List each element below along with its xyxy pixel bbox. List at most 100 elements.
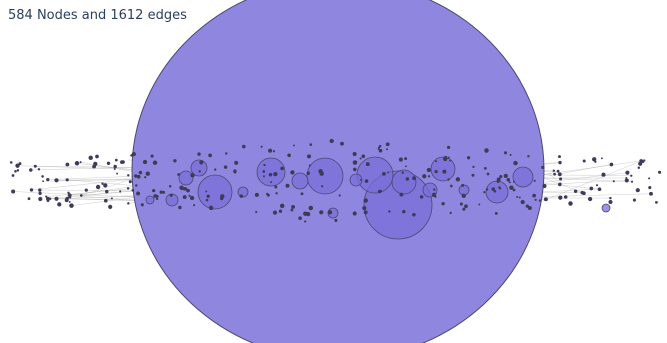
graph-node [630, 174, 633, 177]
graph-node [558, 155, 561, 159]
graph-node [74, 161, 80, 166]
graph-node [402, 209, 406, 214]
graph-node [152, 188, 156, 193]
graph-node [69, 203, 74, 208]
graph-node [382, 172, 386, 176]
graph-node [533, 179, 536, 182]
graph-node [462, 207, 466, 211]
graph-node [364, 179, 369, 183]
graph-node [449, 184, 453, 188]
graph-node [272, 150, 276, 153]
graph-node [285, 183, 290, 188]
graph-node [361, 154, 366, 159]
graph-node [600, 157, 603, 160]
graph-node [635, 188, 640, 193]
graph-node [42, 180, 44, 183]
graph-node [155, 194, 159, 198]
graph-node [150, 154, 154, 158]
graph-node [101, 182, 104, 185]
graph-node [270, 181, 273, 184]
graph-node [290, 170, 295, 175]
graph-node [449, 159, 452, 162]
graph-node [280, 166, 284, 171]
graph-node [557, 172, 562, 177]
graph-node [233, 169, 237, 173]
graph-node [527, 205, 532, 211]
graph-node [352, 151, 357, 157]
graph-node [625, 170, 630, 175]
graph-node [103, 183, 108, 188]
graph-node [262, 175, 266, 178]
graph-node [136, 174, 141, 179]
graph-node [377, 148, 380, 150]
graph-node [388, 210, 391, 213]
graph-node [38, 191, 42, 196]
graph-node [543, 197, 548, 202]
graph-node [173, 159, 177, 163]
graph-node [27, 197, 31, 201]
cluster-circle [349, 173, 363, 187]
graph-node [422, 174, 427, 179]
graph-node [486, 172, 490, 176]
cluster-circle [306, 157, 344, 195]
graph-node [641, 160, 645, 163]
graph-node [105, 189, 109, 194]
graph-node [142, 159, 148, 165]
graph-node [435, 160, 438, 163]
graph-node [199, 160, 204, 165]
graph-node [106, 161, 111, 166]
graph-node [359, 157, 362, 160]
graph-node [419, 195, 424, 199]
graph-node [262, 170, 266, 173]
graph-node [534, 198, 537, 201]
graph-node [126, 187, 130, 190]
graph-node [558, 182, 562, 187]
graph-node [503, 173, 508, 179]
graph-node [365, 162, 370, 167]
graph-node [592, 157, 597, 162]
graph-node [275, 192, 278, 195]
graph-node [461, 183, 465, 187]
graph-node [208, 153, 212, 158]
graph-node [298, 216, 302, 220]
graph-node [340, 141, 344, 146]
graph-node [308, 205, 314, 211]
graph-node [447, 178, 450, 181]
graph-node [134, 174, 138, 178]
graph-node [447, 156, 450, 159]
graph-node [399, 192, 404, 197]
graph-node [260, 145, 263, 148]
graph-node [197, 152, 201, 156]
graph-node [290, 208, 294, 212]
graph-node [15, 163, 20, 168]
graph-node [648, 177, 651, 180]
graph-node [152, 160, 158, 165]
cluster-circle [178, 170, 194, 186]
cluster-circle [485, 180, 509, 204]
cluster-circle [512, 166, 534, 188]
graph-node [208, 205, 214, 211]
graph-node [483, 167, 487, 170]
graph-node [303, 211, 308, 216]
graph-node [225, 152, 228, 155]
graph-node [434, 195, 437, 198]
graph-node [352, 211, 357, 216]
graph-node [412, 213, 416, 217]
graph-node [145, 171, 150, 176]
graph-node [542, 183, 547, 189]
graph-node [239, 194, 244, 198]
graph-node [433, 188, 436, 191]
graph-node [287, 153, 291, 158]
graph-node [84, 188, 88, 192]
graph-node [113, 168, 116, 170]
graph-node [67, 193, 72, 198]
graph-node [404, 157, 408, 161]
graph-node [499, 175, 503, 179]
graph-node [359, 178, 362, 181]
cluster-circle [430, 156, 456, 182]
cluster-circle [190, 159, 208, 177]
graph-node [135, 184, 138, 187]
graph-node [38, 196, 43, 202]
graph-node [182, 195, 187, 200]
graph-node [293, 144, 295, 147]
